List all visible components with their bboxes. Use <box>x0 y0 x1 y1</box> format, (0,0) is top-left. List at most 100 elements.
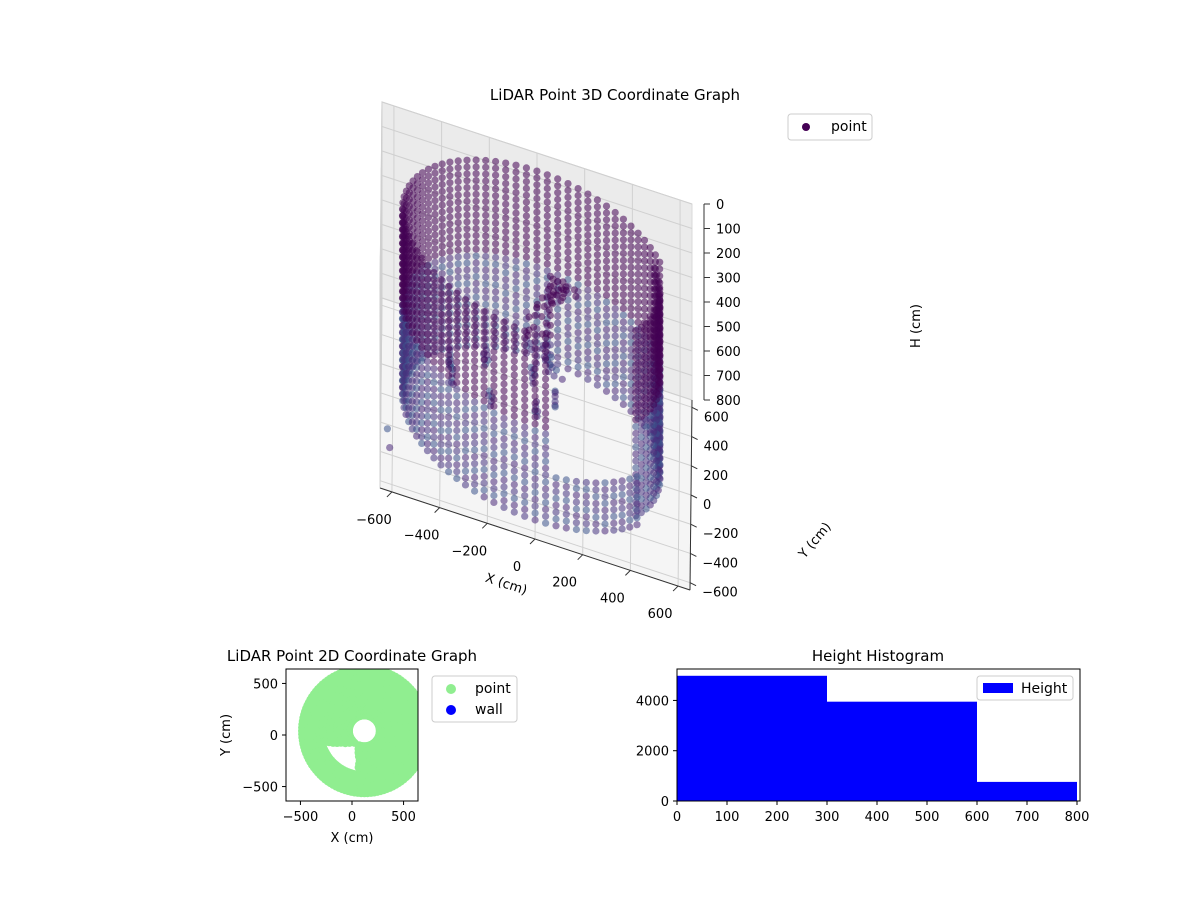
point-marker <box>627 291 635 299</box>
point-marker <box>446 234 454 242</box>
point-marker <box>522 171 531 179</box>
chart-2d-points <box>298 669 418 798</box>
point-marker <box>463 266 471 274</box>
point-marker <box>490 430 498 438</box>
point-marker <box>463 190 471 199</box>
point-marker <box>500 428 508 436</box>
point-marker <box>510 371 518 379</box>
point-marker <box>542 382 550 390</box>
point-marker <box>584 197 592 205</box>
point-marker <box>463 280 471 288</box>
point-marker <box>446 165 454 173</box>
point-marker <box>542 485 550 493</box>
point-marker <box>454 280 462 288</box>
point-marker <box>611 359 619 367</box>
point-marker <box>542 423 550 431</box>
point-marker <box>601 513 609 521</box>
point-marker <box>446 172 454 180</box>
point-marker <box>602 243 611 251</box>
point-marker <box>593 203 602 211</box>
point-marker <box>543 253 551 261</box>
point-marker <box>564 365 572 373</box>
chart-histogram: Height Histogram 0 100 200 300 400 500 600 700 8… <box>636 647 1090 825</box>
point-marker <box>533 284 541 292</box>
point-marker <box>632 402 640 410</box>
y-tick-mark <box>690 494 698 499</box>
point-marker <box>454 212 462 220</box>
point-marker <box>522 274 531 282</box>
point-marker <box>593 223 602 231</box>
point-marker <box>438 256 446 264</box>
point-marker <box>564 324 572 332</box>
point-marker <box>522 280 531 289</box>
point-marker <box>430 330 438 338</box>
point-marker <box>418 439 426 447</box>
point-marker <box>521 354 529 363</box>
point-marker <box>463 232 471 240</box>
point-marker <box>634 250 642 258</box>
point-marker <box>619 291 628 299</box>
point-marker <box>454 184 462 192</box>
point-marker <box>564 180 572 188</box>
point-marker <box>611 229 619 237</box>
point-marker <box>522 219 531 227</box>
point-marker <box>542 512 550 520</box>
point-marker <box>627 277 635 285</box>
point-marker <box>471 453 479 461</box>
point-marker <box>632 423 640 431</box>
point-marker <box>618 525 626 533</box>
point-marker <box>611 325 619 333</box>
point-marker <box>584 279 592 287</box>
point-marker <box>480 376 488 384</box>
point-marker <box>562 524 570 532</box>
point-marker <box>453 440 461 448</box>
point-marker <box>446 227 454 235</box>
point-marker <box>490 409 498 417</box>
point-marker <box>572 505 581 513</box>
point-marker <box>490 341 498 349</box>
point-marker <box>510 364 518 372</box>
point-marker <box>554 243 562 252</box>
x-tick-label: 400 <box>865 810 890 825</box>
point-marker <box>492 199 500 207</box>
point-marker <box>418 343 426 351</box>
point-marker <box>430 337 438 345</box>
y-tick-mark <box>690 523 697 528</box>
point-marker <box>627 298 635 306</box>
point-marker <box>611 277 619 285</box>
point-marker <box>592 520 600 528</box>
point-marker <box>510 474 518 482</box>
point-marker <box>564 186 572 194</box>
point-marker <box>463 197 471 205</box>
point-marker <box>593 237 602 245</box>
point-marker <box>480 383 488 391</box>
point-marker <box>418 295 426 303</box>
point-marker <box>502 241 510 249</box>
point-marker <box>502 173 510 181</box>
point-marker <box>502 276 510 284</box>
point-marker <box>602 271 611 279</box>
point-marker <box>574 342 582 350</box>
point-marker <box>480 335 488 343</box>
point-marker <box>554 319 562 327</box>
point-marker <box>543 246 551 254</box>
point-marker <box>424 193 433 201</box>
point-marker <box>602 291 611 299</box>
point-marker <box>472 252 480 260</box>
point-marker <box>593 347 602 355</box>
point-marker <box>437 303 445 311</box>
point-marker <box>445 379 453 387</box>
point-marker <box>510 343 518 351</box>
x-tick-mark <box>386 491 393 498</box>
point-marker <box>564 248 572 256</box>
point-marker <box>619 373 628 381</box>
point-marker <box>611 236 619 244</box>
point-marker <box>619 236 628 244</box>
point-marker <box>438 187 446 195</box>
point-marker <box>619 284 628 292</box>
point-marker <box>593 264 602 273</box>
point-marker <box>482 259 490 267</box>
point-marker <box>431 224 439 232</box>
point-marker <box>437 310 445 318</box>
point-marker <box>472 177 480 185</box>
